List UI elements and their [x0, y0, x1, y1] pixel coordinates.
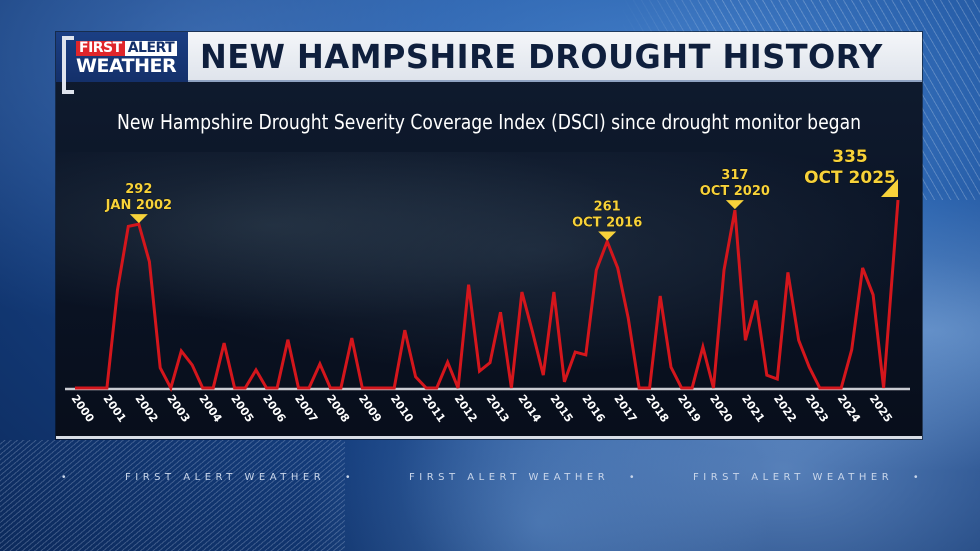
annotation-value-label: 335	[832, 147, 868, 167]
annotation-marker-icon	[598, 231, 617, 241]
footer-ticker-text: FIRST ALERT WEATHER	[409, 472, 610, 483]
annotation-marker-icon	[725, 200, 744, 210]
x-tick-label: 2014	[515, 392, 543, 425]
x-tick-label: 2000	[69, 392, 97, 425]
logo-weather-text: WEATHER	[76, 55, 177, 77]
annotation-date-label: OCT 2025	[804, 168, 896, 188]
x-tick-label: 2012	[452, 392, 480, 425]
x-tick-label: 2023	[803, 392, 831, 425]
footer-separator: •	[914, 472, 918, 483]
x-tick-label: 2020	[707, 392, 735, 425]
logo-first-text: FIRST	[76, 41, 125, 56]
x-tick-label: 2018	[643, 392, 671, 425]
x-tick-label: 2022	[771, 392, 799, 425]
x-tick-label: 2008	[324, 392, 352, 425]
annotation-marker-icon	[881, 179, 898, 197]
dsci-series-line	[75, 199, 900, 393]
x-tick-label: 2021	[739, 392, 767, 425]
x-tick-label: 2002	[132, 392, 160, 425]
x-tick-label: 2007	[292, 392, 320, 425]
annotation-date-label: OCT 2020	[700, 184, 770, 199]
footer-separator: •	[62, 472, 66, 483]
chart-title: New Hampshire Drought Severity Coverage …	[116, 110, 862, 134]
annotation-marker-icon	[129, 214, 148, 224]
footer-ticker-text: FIRST ALERT WEATHER	[693, 472, 894, 483]
header-banner: FIRST ALERT WEATHER NEW HAMPSHIRE DROUGH…	[56, 32, 922, 94]
annotation-value-label: 261	[594, 200, 621, 215]
x-tick-label: 2011	[420, 392, 448, 425]
logo-top-row: FIRST ALERT	[76, 41, 178, 56]
x-tick-label: 2010	[388, 392, 416, 425]
annotation-value-label: 317	[721, 168, 748, 183]
logo-alert-text: ALERT	[124, 41, 178, 56]
footer-ticker-text: FIRST ALERT WEATHER	[125, 472, 326, 483]
x-tick-label: 2025	[867, 392, 895, 425]
x-tick-label: 2015	[547, 392, 575, 425]
x-tick-label: 2005	[228, 392, 256, 425]
annotation-value-label: 292	[125, 182, 152, 197]
first-alert-weather-logo: FIRST ALERT WEATHER	[56, 32, 188, 94]
x-tick-label: 2006	[260, 392, 288, 425]
x-tick-label: 2003	[164, 392, 192, 425]
annotation-date-label: JAN 2002	[105, 198, 173, 213]
logo-bracket-icon	[62, 36, 74, 94]
page-title: NEW HAMPSHIRE DROUGHT HISTORY	[200, 36, 883, 76]
x-tick-label: 2013	[484, 392, 512, 425]
x-tick-label: 2024	[835, 392, 863, 425]
x-tick-label: 2019	[675, 392, 703, 425]
annotation-date-label: OCT 2016	[572, 216, 642, 231]
panel-cloud-overlay	[56, 152, 922, 396]
x-tick-label: 2016	[579, 392, 607, 425]
x-tick-label: 2001	[100, 392, 128, 425]
decorative-stripes	[0, 440, 345, 551]
x-tick-label: 2017	[611, 392, 639, 425]
x-tick-label: 2009	[356, 392, 384, 425]
footer-separator: •	[346, 472, 350, 483]
title-bar: NEW HAMPSHIRE DROUGHT HISTORY	[188, 32, 922, 82]
x-tick-label: 2004	[196, 392, 224, 425]
footer-separator: •	[630, 472, 634, 483]
